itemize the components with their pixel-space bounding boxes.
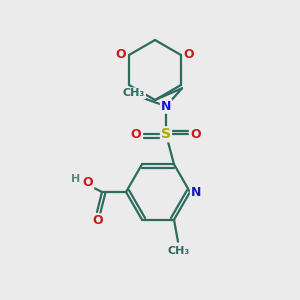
Text: S: S	[161, 127, 171, 141]
Text: O: O	[191, 128, 201, 141]
Text: O: O	[116, 49, 126, 62]
Text: H: H	[71, 174, 81, 184]
Text: CH₃: CH₃	[168, 246, 190, 256]
Text: O: O	[83, 176, 93, 188]
Text: O: O	[184, 49, 194, 62]
Text: N: N	[191, 185, 201, 199]
Text: O: O	[93, 214, 103, 227]
Text: N: N	[161, 100, 171, 113]
Text: O: O	[131, 128, 141, 141]
Text: CH₃: CH₃	[123, 88, 145, 98]
